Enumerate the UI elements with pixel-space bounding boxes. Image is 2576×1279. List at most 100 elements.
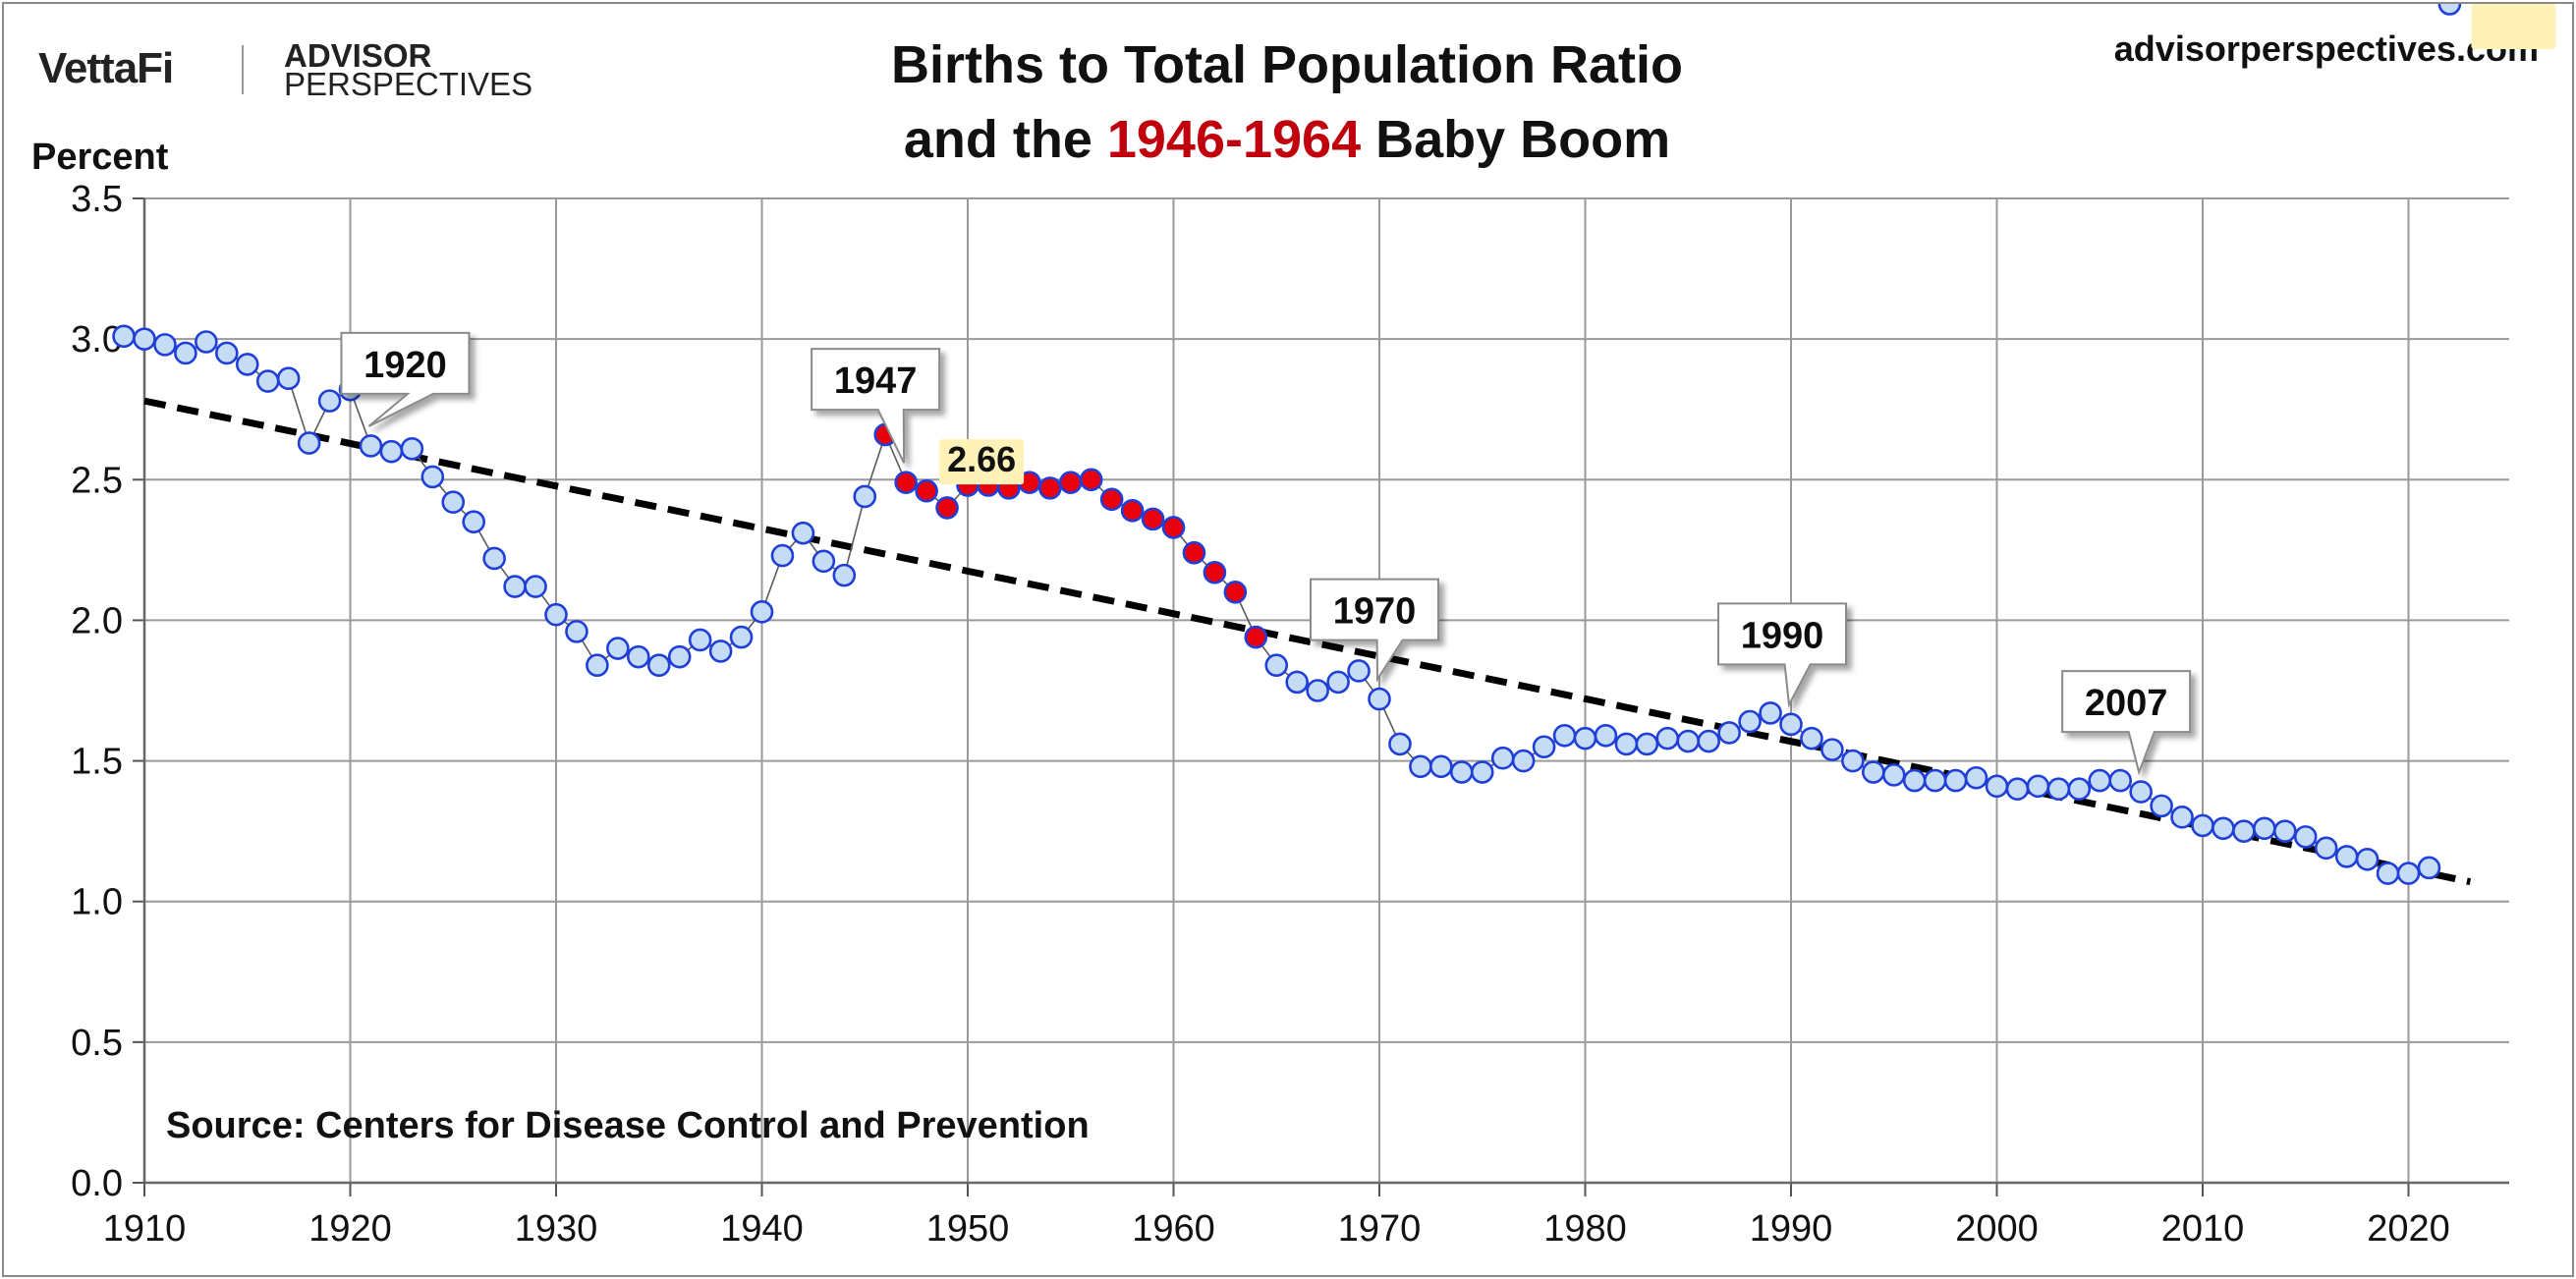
callout-box [811,348,941,464]
year-callout: 1990 [1717,602,1847,708]
data-point [400,436,424,461]
data-point [112,324,136,349]
data-point [1552,724,1577,748]
callout-label: 1970 [1333,591,1417,633]
boom-data-point [1038,476,1062,500]
x-tick-label: 1970 [1338,1208,1422,1250]
y-tick-label: 2.0 [71,600,123,641]
x-tick-label: 1930 [515,1208,598,1250]
chart-svg: VettaFi ADVISOR PERSPECTIVES advisorpers… [31,4,2556,1250]
data-point [1800,726,1823,751]
data-point [1985,774,2009,799]
data-point [1635,732,1659,756]
x-tick-label: 1950 [926,1208,1010,1250]
data-point [1326,670,1350,695]
value-label-bg [2471,4,2556,49]
data-point [853,484,877,509]
chart-title-line2: and the 1946-1964 Baby Boom [904,110,1670,169]
data-point [2376,862,2400,885]
data-point [2314,836,2338,861]
callout-label: 1947 [834,361,918,402]
data-point [1532,735,1556,759]
data-point [832,563,857,587]
data-point [1429,754,1453,779]
data-point [2232,819,2256,843]
data-point [1841,749,1865,773]
title-line2-suffix: Baby Boom [1361,110,1670,169]
boom-data-point [1099,487,1124,512]
data-point [2417,856,2441,880]
y-tick-label: 0.0 [71,1163,123,1204]
data-point [1285,670,1309,695]
data-point [1881,763,1906,787]
data-point [215,341,239,365]
data-point [586,653,609,678]
data-point [195,330,218,354]
x-tick-label: 1940 [720,1208,804,1250]
data-point [235,353,259,376]
data-point [2067,777,2092,802]
boom-data-point [1141,507,1165,531]
data-point [1738,709,1762,734]
year-callout: 1970 [1310,578,1439,683]
callout-label: 2007 [2085,683,2168,724]
data-point [482,546,506,571]
data-point [441,490,466,514]
data-point [1759,701,1782,725]
x-tick-label: 2000 [1955,1208,2039,1250]
data-point [1655,726,1680,751]
data-point [2212,816,2235,841]
data-point [1450,760,1474,784]
data-point [524,575,547,598]
title-line2-prefix: and the [904,110,1107,169]
data-point [297,431,321,455]
logo-line2: PERSPECTIVES [284,66,532,102]
trendline [143,397,2472,886]
data-point [1614,732,1639,756]
y-tick-label: 1.0 [71,882,123,923]
data-point [1594,724,1618,748]
boom-data-point [1203,560,1227,584]
data-point [2273,819,2297,843]
data-point [1676,729,1701,753]
data-point [359,434,383,458]
value-label: 1.12 [2479,4,2548,12]
data-point [2334,845,2359,868]
data-point [503,575,527,598]
data-point [2253,816,2276,841]
data-point [708,640,733,663]
y-axis-label: Percent [31,137,169,178]
callout-box [2061,670,2192,776]
data-point [317,389,342,413]
data-point [255,369,280,393]
website-label: advisorperspectives.com [2114,28,2539,69]
data-point [1470,760,1494,784]
x-tick-label: 1960 [1132,1208,1215,1250]
data-point [1306,679,1329,702]
x-tick-label: 1980 [1543,1208,1627,1250]
x-tick-label: 2010 [2161,1208,2245,1250]
data-point [2437,4,2462,16]
source-note: Source: Centers for Disease Control and … [166,1105,1090,1146]
x-tick-label: 2020 [2367,1208,2450,1250]
title-highlight: 1946-1964 [1107,110,1361,169]
data-point [565,620,588,643]
data-point [1388,732,1412,756]
data-point [2191,813,2214,838]
data-point [153,333,177,357]
callout-box [1310,578,1439,683]
data-point [646,653,671,678]
data-point [133,327,156,351]
data-point [1779,712,1803,737]
y-tick-label: 3.5 [71,179,123,220]
boom-data-point [1182,540,1206,565]
x-tick-label: 1920 [308,1208,392,1250]
callout-box [1717,602,1847,708]
data-point [1697,729,1720,753]
data-point [1923,768,1947,793]
trendline-layer [143,397,2472,886]
series-layer [112,4,2462,885]
x-tick-label: 1990 [1750,1208,1833,1250]
